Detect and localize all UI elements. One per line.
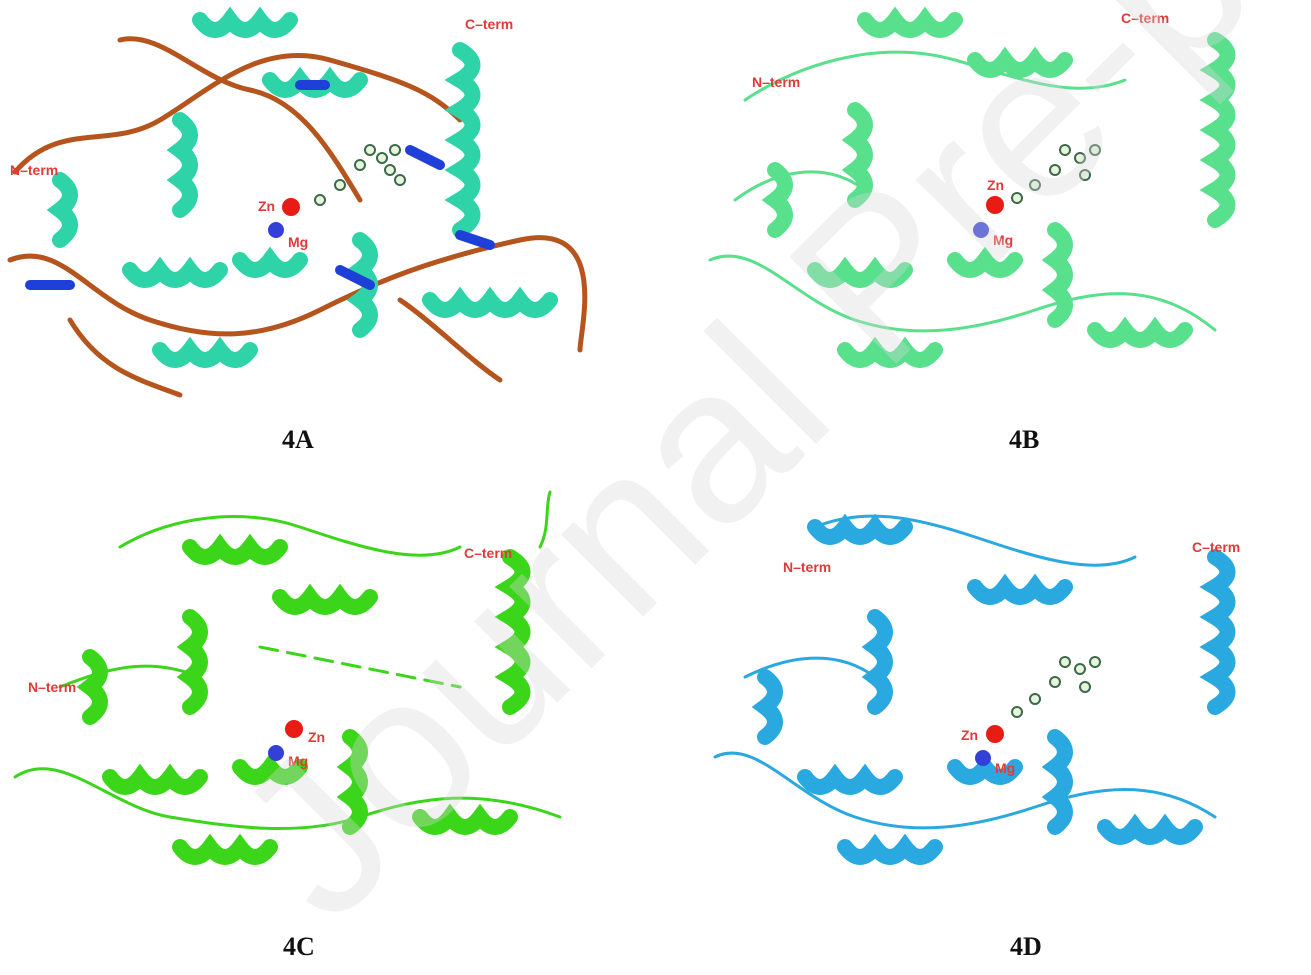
caption-4c: 4C <box>283 932 315 961</box>
c-term-label: C–term <box>464 545 513 561</box>
n-term-label: N–term <box>752 74 801 90</box>
panel-4a: N–term C–term Zn Mg 4A <box>0 0 655 487</box>
zn-label: Zn <box>961 727 979 743</box>
magnesium-atom <box>975 750 991 766</box>
caption-4d: 4D <box>1010 932 1042 961</box>
protein-structure-4b <box>708 6 1236 368</box>
c-term-label: C–term <box>465 16 514 32</box>
protein-structure-4d <box>713 513 1236 865</box>
mg-label: Mg <box>288 753 309 769</box>
protein-structure-4c <box>13 490 562 865</box>
zn-label: Zn <box>308 729 326 745</box>
zinc-atom <box>282 198 300 216</box>
zinc-atom <box>986 196 1004 214</box>
n-term-label: N–term <box>28 679 77 695</box>
panel-4c: N–term C–term Zn Mg 4C <box>0 487 655 974</box>
n-term-label: N–term <box>783 559 832 575</box>
magnesium-atom <box>268 222 284 238</box>
caption-4b: 4B <box>1009 425 1040 454</box>
mg-label: Mg <box>993 232 1014 248</box>
magnesium-atom <box>973 222 989 238</box>
panel-4d: N–term C–term Zn Mg 4D <box>655 487 1310 974</box>
panel-4b: N–term C–term Zn Mg 4B <box>655 0 1310 487</box>
zn-label: Zn <box>258 198 276 214</box>
zn-label: Zn <box>987 177 1005 193</box>
zinc-atom <box>285 720 303 738</box>
c-term-label: C–term <box>1192 539 1241 555</box>
mg-label: Mg <box>995 760 1016 776</box>
zinc-atom <box>986 725 1004 743</box>
mg-label: Mg <box>288 234 309 250</box>
c-term-label: C–term <box>1121 10 1170 26</box>
caption-4a: 4A <box>282 425 314 454</box>
n-term-label: N–term <box>10 162 59 178</box>
protein-structure-4a <box>7 6 588 398</box>
magnesium-atom <box>268 745 284 761</box>
